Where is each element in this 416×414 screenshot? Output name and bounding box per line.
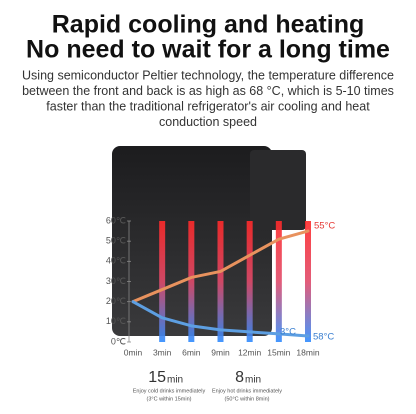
chart: 0℃ 10℃ 20℃ 30℃ 40℃ 50℃ 60℃ 0min 3min 6min 9min 12mi… <box>106 215 335 357</box>
y-tick-label: 30℃ <box>106 276 126 286</box>
x-tick-label: 12min <box>238 347 261 357</box>
footer-caption: Enjoy cold drinks immediately <box>133 388 206 394</box>
y-tick-label: 0℃ <box>111 336 126 346</box>
y-tick-label: 10℃ <box>106 316 126 326</box>
series-line <box>131 229 310 304</box>
x-tick-label: 9min <box>211 347 230 357</box>
heat-column <box>275 221 282 342</box>
heat-column <box>305 221 311 342</box>
x-tick-label: 6min <box>182 347 201 357</box>
footer-number: 8 <box>235 369 244 386</box>
description-line: conduction speed <box>159 115 257 129</box>
footer-note: (50°C within 8min) <box>225 396 270 402</box>
annotation: 3°C <box>280 327 296 338</box>
footer-caption: Enjoy hot drinks immediately <box>212 388 282 394</box>
footer-unit: min <box>167 375 183 386</box>
footer-note: (3°C within 15min) <box>147 396 192 402</box>
heat-column <box>217 221 224 342</box>
x-tick-label: 3min <box>153 347 172 357</box>
description: Using semiconductor Peltier technology, … <box>22 68 394 129</box>
series-line <box>131 300 310 338</box>
y-tick-label: 50℃ <box>106 236 126 246</box>
y-tick-label: 40℃ <box>106 256 126 266</box>
annotation: 58°C <box>313 332 334 343</box>
y-tick-label: 20℃ <box>106 296 126 306</box>
x-tick-label: 15min <box>267 347 290 357</box>
description-line: Using semiconductor Peltier technology, … <box>22 68 394 82</box>
heat-column <box>246 221 253 342</box>
heat-column <box>159 221 166 342</box>
annotation: 55°C <box>314 221 335 232</box>
x-tick-label: 18min <box>296 347 319 357</box>
footer-number: 15 <box>148 369 166 386</box>
device-cap <box>250 150 306 230</box>
description-line: between the front and back is as high as… <box>22 84 394 98</box>
y-tick-label: 60℃ <box>106 215 126 225</box>
heat-column <box>188 221 195 342</box>
subtitle: No need to wait for a long time <box>26 36 390 64</box>
footer-unit: min <box>245 375 261 386</box>
title: Rapid cooling and heating <box>52 11 365 39</box>
description-line: faster than the traditional refrigerator… <box>46 99 370 113</box>
x-tick-label: 0min <box>124 347 143 357</box>
